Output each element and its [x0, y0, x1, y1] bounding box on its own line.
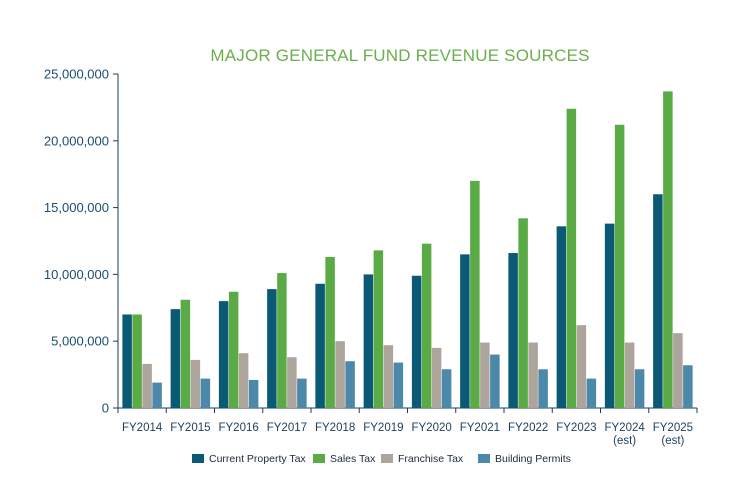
- bar-franchise-tax: [576, 325, 587, 408]
- x-tick-label: FY2015: [170, 422, 210, 434]
- bar-current-property-tax: [460, 254, 470, 408]
- y-tick-label: 0: [102, 401, 109, 416]
- y-tick-label: 15,000,000: [44, 200, 109, 215]
- bar-sales-tax: [421, 243, 432, 408]
- bar-building-permits: [345, 361, 355, 408]
- bar-sales-tax: [277, 273, 287, 408]
- bar-sales-tax: [614, 124, 625, 408]
- bar-franchise-tax: [335, 341, 345, 408]
- bar-building-permits: [248, 379, 259, 408]
- chart-title: MAJOR GENERAL FUND REVENUE SOURCES: [210, 46, 589, 65]
- bar-current-property-tax: [556, 226, 567, 408]
- y-tick-label: 25,000,000: [44, 67, 109, 82]
- bar-building-permits: [634, 369, 645, 408]
- legend-label: Franchise Tax: [398, 453, 464, 465]
- bar-franchise-tax: [287, 357, 297, 408]
- bar-building-permits: [152, 382, 162, 408]
- bar-building-permits: [490, 354, 500, 408]
- bar-franchise-tax: [238, 353, 249, 408]
- x-tick-label: (est): [613, 435, 636, 447]
- bar-franchise-tax: [528, 342, 538, 408]
- x-tick-label: FY2025: [653, 422, 693, 434]
- bar-current-property-tax: [508, 253, 518, 408]
- x-tick-label: FY2024: [604, 422, 645, 434]
- y-tick-label: 20,000,000: [44, 133, 109, 148]
- legend: Current Property Tax Sales Tax Franchise T…: [192, 453, 571, 465]
- bar-building-permits: [441, 369, 452, 408]
- bar-franchise-tax: [480, 342, 490, 408]
- bar-sales-tax: [180, 299, 191, 408]
- bar-sales-tax: [518, 218, 528, 408]
- bar-franchise-tax: [190, 359, 201, 408]
- bar-current-property-tax: [170, 309, 181, 408]
- bar-building-permits: [538, 369, 548, 408]
- x-tick-label: FY2023: [556, 422, 596, 434]
- bar-current-property-tax: [315, 283, 325, 408]
- bar-current-property-tax: [218, 301, 229, 408]
- legend-swatch: [313, 454, 325, 463]
- bar-sales-tax: [470, 180, 480, 408]
- bar-building-permits: [586, 378, 597, 408]
- x-tick-label: FY2016: [218, 422, 258, 434]
- x-tick-label: FY2018: [315, 422, 355, 434]
- bars-group: [122, 91, 693, 409]
- bar-sales-tax: [373, 250, 384, 408]
- bar-building-permits: [683, 365, 693, 408]
- bar-franchise-tax: [624, 342, 635, 408]
- y-tick-label: 5,000,000: [51, 334, 109, 349]
- bar-current-property-tax: [363, 274, 374, 408]
- bar-sales-tax: [325, 257, 335, 408]
- bar-current-property-tax: [122, 314, 132, 408]
- legend-swatch: [381, 454, 393, 463]
- bar-building-permits: [200, 378, 211, 408]
- bar-sales-tax: [663, 91, 673, 409]
- legend-swatch: [478, 454, 490, 463]
- bar-current-property-tax: [653, 194, 663, 408]
- legend-swatch: [192, 454, 204, 463]
- y-axis-ticks: 0 5,000,000 10,000,000 15,000,000 20,000,000…: [44, 67, 118, 416]
- legend-label: Sales Tax: [330, 453, 376, 465]
- x-tick-label: (est): [661, 435, 684, 447]
- x-tick-label: FY2019: [363, 422, 403, 434]
- bar-current-property-tax: [604, 223, 615, 408]
- bar-sales-tax: [132, 314, 142, 408]
- legend-label: Current Property Tax: [209, 453, 306, 465]
- bar-building-permits: [393, 362, 404, 408]
- x-tick-label: FY2022: [508, 422, 548, 434]
- bar-franchise-tax: [142, 363, 152, 408]
- x-tick-label: FY2020: [411, 422, 451, 434]
- x-axis-ticks: FY2014 FY2015 FY2016 FY2017 FY2018 FY2019 FY20…: [117, 408, 698, 447]
- bar-sales-tax: [228, 291, 239, 408]
- x-tick-label: FY2017: [267, 422, 307, 434]
- bar-building-permits: [297, 378, 307, 408]
- bar-franchise-tax: [383, 345, 394, 408]
- x-tick-label: FY2021: [460, 422, 500, 434]
- y-tick-label: 10,000,000: [44, 267, 109, 282]
- bar-current-property-tax: [411, 275, 422, 408]
- bar-sales-tax: [566, 108, 577, 409]
- legend-label: Building Permits: [495, 453, 571, 465]
- bar-franchise-tax: [673, 333, 683, 408]
- x-tick-label: FY2014: [122, 422, 163, 434]
- bar-franchise-tax: [431, 347, 442, 408]
- bar-current-property-tax: [267, 289, 277, 408]
